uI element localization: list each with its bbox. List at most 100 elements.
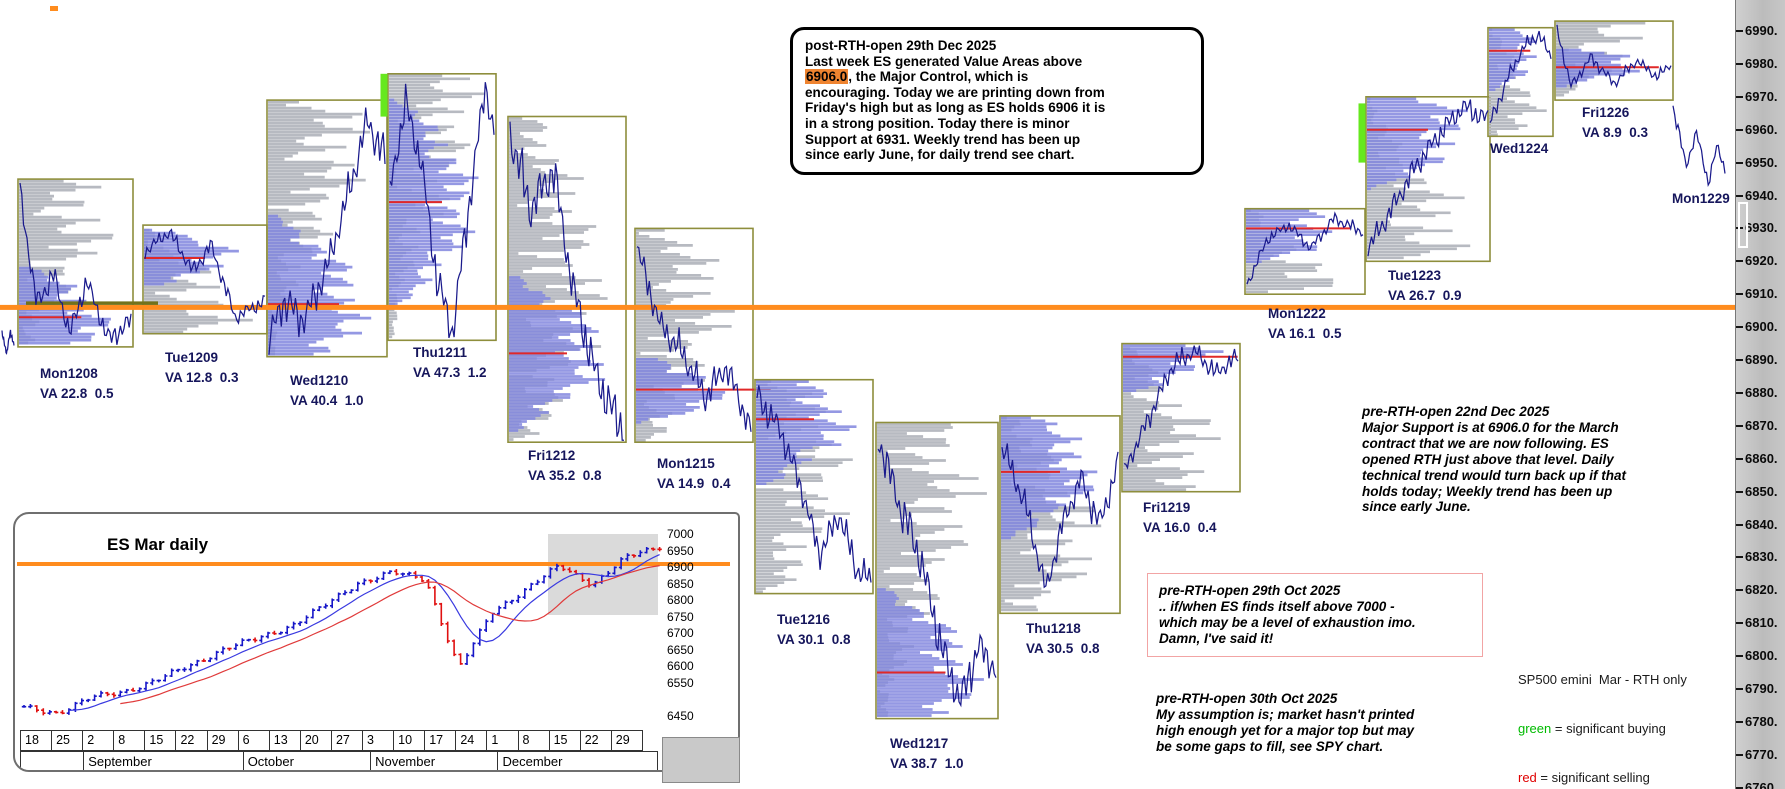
profile-box-Thu1211 — [387, 73, 497, 342]
legend-buying: green = significant buying — [1518, 721, 1666, 737]
axis-price-label: 6830. — [1745, 549, 1778, 565]
inset-week-tick: 1 — [486, 730, 519, 751]
volume-profile-gray — [636, 229, 735, 442]
axis-tick — [1736, 490, 1743, 493]
axis-price-label: 6950. — [1745, 154, 1778, 170]
axis-price-label: 6770. — [1745, 746, 1778, 762]
inset-canvas — [17, 534, 730, 716]
legend-instrument: SP500 emini Mar - RTH only — [1518, 672, 1687, 688]
inset-y-label: 6850 — [667, 576, 694, 591]
inset-y-label: 6750 — [667, 609, 694, 624]
price-path-Thu1211 — [389, 82, 495, 339]
profile-box-Mon1208 — [17, 178, 134, 348]
axis-tick — [1736, 622, 1743, 625]
profile-day-label: Thu1211 — [413, 345, 468, 360]
inset-week-tick: 15 — [144, 730, 177, 751]
annotation-title: pre-RTH-open 29th Oct 2025 — [1159, 583, 1341, 598]
profile-va-label: VA 30.1 0.8 — [777, 632, 851, 647]
inset-y-label: 6900 — [667, 560, 694, 574]
value-area-blue — [756, 380, 857, 486]
inset-chart[interactable]: ES Mar daily 7000 6950 6900 6850 6800 6750 670… — [13, 512, 740, 772]
axis-tick — [1736, 128, 1743, 131]
significant-buying-marker — [1358, 103, 1366, 163]
profile-box-Wed1224 — [1487, 26, 1554, 138]
axis-price-label: 6940. — [1745, 187, 1778, 203]
profile-day-label: Tue1216 — [777, 612, 831, 627]
price-path-Tue1209 — [144, 228, 266, 325]
axis-price-label: 6790. — [1745, 681, 1778, 696]
axis-price-label: 6880. — [1745, 384, 1778, 400]
orange-swatch — [50, 6, 58, 11]
callout-title: post-RTH-open 29th Dec 2025 — [805, 38, 997, 53]
profile-day-label: Wed1210 — [290, 373, 348, 388]
inset-week-tick: 24 — [455, 730, 488, 751]
annotation-title: pre-RTH-open 22nd Dec 2025 — [1362, 404, 1550, 419]
axis-tick — [1736, 194, 1743, 197]
annotation-body: .. if/when ES finds itself above 7000 - … — [1159, 598, 1416, 646]
axis-price-label: 6960. — [1745, 121, 1778, 137]
axis-tick — [1736, 260, 1743, 263]
inset-week-tick: 27 — [330, 730, 364, 751]
inset-week-tick: 17 — [424, 730, 457, 751]
inset-month-label: December — [497, 751, 658, 770]
profile-day-label: Tue1223 — [1388, 268, 1442, 283]
price-path-Tue1216 — [756, 385, 872, 583]
inset-x-axis-ticks: 18 25 2 8 15 22 29 6 13 20 27 3 10 17 24 1 8 15 22 29 — [20, 730, 643, 751]
inset-week-tick: 29 — [610, 730, 643, 751]
profile-day-label: Thu1218 — [1026, 621, 1081, 636]
major-control-line[interactable] — [0, 304, 1735, 310]
inset-y-label: 6550 — [667, 675, 694, 690]
axis-tick — [1736, 753, 1743, 756]
callout-box[interactable]: post-RTH-open 29th Dec 2025 Last week ES… — [790, 27, 1204, 175]
inset-y-label: 6700 — [667, 626, 694, 640]
profile-va-label: VA 14.9 0.4 — [657, 476, 731, 491]
axis-tick — [1736, 786, 1743, 789]
axis-tick — [1736, 161, 1743, 164]
profile-box-Thu1218 — [999, 415, 1121, 615]
highlighted-price: 6906.0 — [805, 69, 849, 85]
profile-box-Fri1226 — [1554, 20, 1674, 101]
axis-price-label: 6910. — [1745, 286, 1778, 302]
inset-month-label: October — [242, 751, 372, 770]
price-path-Wed1210 — [268, 107, 386, 355]
axis-price-label: 6810. — [1745, 615, 1778, 631]
axis-tick — [1736, 293, 1743, 296]
inset-month-label: November — [370, 751, 499, 770]
price-path-Wed1224 — [1489, 30, 1552, 124]
profile-va-label: VA 12.8 0.3 — [165, 370, 239, 385]
inset-y-label: 6600 — [667, 659, 694, 673]
profile-day-label: Mon1222 — [1268, 306, 1326, 321]
axis-tick — [1736, 556, 1743, 559]
inset-week-tick: 22 — [175, 730, 208, 751]
value-area-blue — [389, 98, 479, 309]
legend: SP500 emini Mar - RTH only green = signi… — [1518, 640, 1687, 789]
inset-fast-ma — [68, 554, 660, 711]
annotation-pre-rth-22dec[interactable]: pre-RTH-open 22nd Dec 2025 Major Support… — [1362, 404, 1672, 515]
corner-panel — [662, 737, 740, 783]
axis-price-label: 6980. — [1745, 55, 1778, 71]
inset-slow-ma — [120, 565, 660, 705]
price-path-Fri1226 — [1556, 24, 1672, 90]
axis-tick — [1736, 424, 1743, 427]
inset-y-label: 6800 — [667, 593, 694, 607]
annotation-pre-rth-29oct[interactable]: pre-RTH-open 29th Oct 2025 .. if/when ES… — [1147, 573, 1483, 657]
inset-month-label: September — [83, 751, 244, 770]
annotation-pre-rth-30oct[interactable]: pre-RTH-open 30th Oct 2025 My assumption… — [1156, 691, 1476, 755]
value-area-blue — [509, 276, 606, 432]
price-axis[interactable]: 6990. 6980. 6970. 6960. 6950. 6940. 6930. 6920.… — [1735, 0, 1785, 789]
olive-level-segment — [26, 301, 158, 305]
price-path-prev — [1, 329, 15, 355]
axis-price-label: 6780. — [1745, 713, 1778, 729]
axis-price-label: 6800. — [1745, 648, 1778, 664]
callout-body: Last week ES generated Value Areas above… — [805, 54, 1189, 163]
axis-price-label: 6920. — [1745, 253, 1778, 269]
axis-tick — [1736, 655, 1743, 658]
axis-tick — [1736, 359, 1743, 361]
axis-price-label: 6840. — [1745, 516, 1778, 532]
axis-price-label: 6990. — [1745, 23, 1778, 38]
inset-y-label: 6950 — [667, 543, 694, 558]
profile-box-Fri1219 — [1121, 342, 1241, 493]
value-area-blue — [1123, 344, 1224, 392]
inset-week-tick: 6 — [237, 730, 270, 751]
